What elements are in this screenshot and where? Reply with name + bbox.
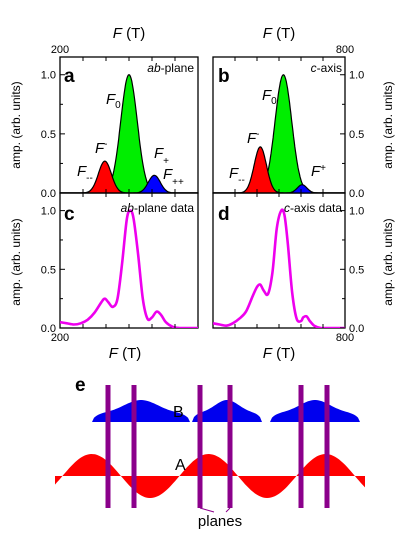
panel-a-label-fminus: F- (95, 139, 108, 157)
y-tick-label: 1.0 (349, 206, 364, 218)
panel-b-label-fminusminus: F-- (229, 165, 245, 186)
panel-b-letter: b (218, 66, 230, 87)
y-label-d: amp. (arb. units) (381, 218, 395, 305)
y-tick-label: 0.5 (41, 129, 56, 141)
y-tick-label: 0.5 (349, 129, 364, 141)
y-tick-label: 0.5 (41, 264, 56, 276)
b-band-mound (192, 400, 262, 422)
panel-a-annotation: ab-plane (147, 61, 194, 75)
label-a: A (175, 457, 186, 474)
y-tick-label: 0.5 (349, 264, 364, 276)
panel-c-plot (60, 209, 198, 328)
panel-a-label-fplusplus: F++ (163, 166, 184, 188)
panel-b-annotation: c-axis (311, 61, 342, 75)
panel-c-annotation: ab-plane data (121, 201, 195, 215)
panel-d-data-line (213, 208, 345, 328)
y-tick-label: 0.0 (349, 323, 364, 335)
panel-a-letter: a (64, 66, 75, 87)
panel-c-letter: c (64, 204, 75, 225)
panel-e-diagram (55, 385, 365, 513)
panel-b-peak-f0 (213, 74, 345, 193)
panel-d-plot (213, 208, 345, 328)
y-tick-label: 1.0 (349, 70, 364, 82)
panel-b-label-f0: F0 (262, 87, 277, 107)
y-tick-label: 1.0 (41, 206, 56, 218)
panel-b-label-fminus: F- (247, 129, 260, 147)
panel-b-label-fplus: F+ (311, 163, 326, 180)
y-label-b: amp. (arb. units) (381, 81, 395, 168)
panel-d-letter: d (218, 204, 230, 225)
y-tick-label: 1.0 (41, 70, 56, 82)
panel-a-label-fminusminus: F-- (77, 163, 93, 184)
plane-pointer (199, 507, 215, 513)
bottom-axis-label-left: F (T) (109, 345, 142, 362)
y-tick-label: 0.0 (41, 188, 56, 200)
b-band-mound (270, 400, 360, 422)
label-planes: planes (198, 513, 242, 530)
bottom-tick-200: 200 (51, 332, 69, 344)
panel-e-letter: e (75, 375, 86, 396)
bottom-tick-800: 800 (336, 332, 354, 344)
y-tick-label: 0.0 (41, 323, 56, 335)
panel-d-annotation: c-axis data (284, 201, 342, 215)
panel-c-data-line (60, 209, 198, 328)
y-tick-label: 0.0 (349, 188, 364, 200)
top-axis-label-right: F (T) (263, 25, 296, 42)
top-tick-200: 200 (51, 44, 69, 56)
top-axis-label-left: F (T) (113, 25, 146, 42)
panel-a-label-fplus: F+ (154, 145, 169, 167)
panel-a-peak-fplus (60, 174, 198, 193)
axis-ticks: 0.0 0.5 1.0 0.0 0.5 1.0 0.0 0.5 1.0 0.0 0.5 1.0 (41, 57, 364, 335)
y-label-a: amp. (arb. units) (9, 81, 23, 168)
a-band-wave (55, 454, 365, 498)
b-band-mound (92, 400, 190, 422)
plane-pointer (225, 507, 231, 513)
panel-a-label-f0: F0 (106, 91, 121, 111)
label-b: B (173, 404, 184, 421)
top-tick-800: 800 (336, 44, 354, 56)
bottom-axis-label-right: F (T) (263, 345, 296, 362)
panel-a-peak-f0 (60, 74, 198, 193)
y-label-c: amp. (arb. units) (9, 218, 23, 305)
